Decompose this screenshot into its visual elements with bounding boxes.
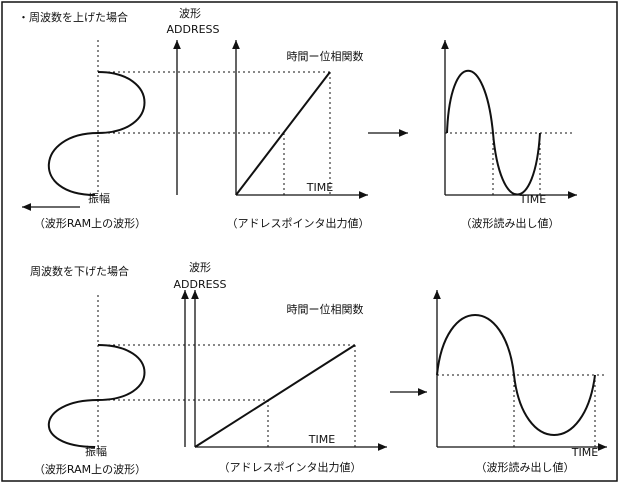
output-caption: （波形読み出し値） — [476, 460, 575, 474]
axis-label: 波形 — [179, 7, 201, 20]
ram-caption: （波形RAM上の波形） — [34, 463, 146, 476]
time-label: TIME — [308, 433, 335, 446]
ram-wave — [47, 344, 146, 448]
amplitude-label: 振幅 — [85, 444, 107, 458]
panel-up: ・周波数を上げた場合 波形 ADDRESS 振幅 （波形RAM上の波形） 時間ー… — [18, 7, 577, 230]
output-wave — [446, 70, 541, 196]
time-label: TIME — [571, 446, 598, 459]
axis-label: 波形 — [189, 261, 211, 274]
time-label: TIME — [519, 193, 546, 206]
axis-sublabel: ADDRESS — [173, 278, 226, 291]
heading: 周波数を下げた場合 — [30, 264, 129, 278]
pointer-line — [194, 344, 356, 448]
time-label: TIME — [306, 181, 333, 194]
phase-label: 時間ー位相関数 — [287, 49, 364, 63]
axis-sublabel: ADDRESS — [166, 23, 219, 36]
panel-down: 周波数を下げた場合 波形 ADDRESS 振幅 （波形RAM上の波形） 時間ー位… — [30, 261, 607, 476]
ram-caption: （波形RAM上の波形） — [34, 217, 146, 230]
output-wave — [436, 314, 596, 436]
amplitude-label: 振幅 — [88, 191, 110, 205]
phase-label: 時間ー位相関数 — [287, 302, 364, 316]
pointer-line — [235, 71, 331, 196]
pointer-caption: （アドレスポインタ出力値） — [219, 460, 362, 474]
output-caption: （波形読み出し値） — [461, 216, 560, 230]
heading: ・周波数を上げた場合 — [18, 10, 128, 24]
ram-wave — [47, 71, 146, 196]
pointer-caption: （アドレスポインタ出力値） — [227, 216, 370, 230]
